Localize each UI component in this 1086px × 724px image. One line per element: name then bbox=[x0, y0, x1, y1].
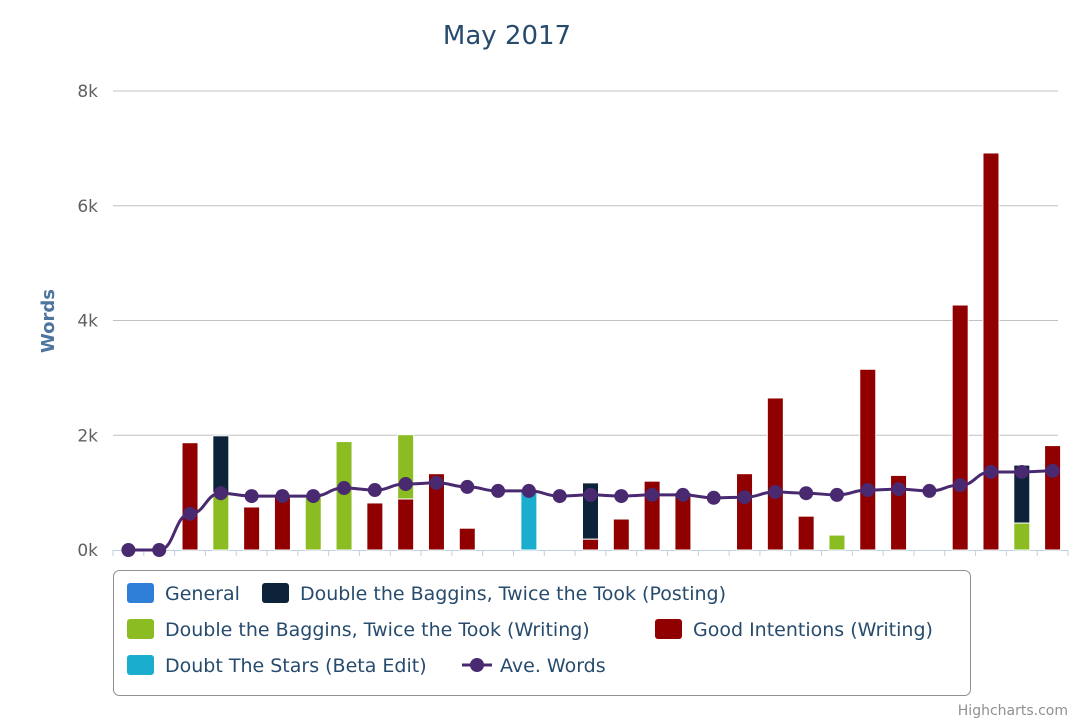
y-tick-label: 2k bbox=[77, 426, 98, 446]
bar[interactable] bbox=[797, 515, 815, 551]
average-point[interactable] bbox=[337, 481, 352, 496]
bar[interactable] bbox=[1044, 445, 1062, 551]
bar[interactable] bbox=[366, 502, 384, 551]
bar[interactable] bbox=[736, 473, 754, 551]
legend-item[interactable]: Double the Baggins, Twice the Took (Post… bbox=[262, 583, 726, 605]
bar[interactable] bbox=[304, 494, 322, 551]
legend-label: Double the Baggins, Twice the Took (Writ… bbox=[165, 619, 590, 641]
bar[interactable] bbox=[335, 441, 353, 551]
bar[interactable] bbox=[582, 538, 599, 551]
legend-label: Doubt The Stars (Beta Edit) bbox=[165, 655, 427, 677]
average-point[interactable] bbox=[367, 483, 382, 498]
average-point[interactable] bbox=[829, 487, 844, 502]
bar[interactable] bbox=[243, 506, 261, 551]
legend-color-swatch bbox=[262, 583, 289, 603]
legend-color-swatch bbox=[655, 619, 682, 639]
bar[interactable] bbox=[520, 490, 538, 551]
average-point[interactable] bbox=[768, 485, 783, 500]
average-point[interactable] bbox=[706, 490, 721, 505]
legend-box bbox=[113, 570, 971, 696]
average-point[interactable] bbox=[306, 489, 321, 504]
legend-item[interactable]: Double the Baggins, Twice the Took (Writ… bbox=[127, 619, 590, 641]
average-point[interactable] bbox=[152, 543, 167, 557]
average-point[interactable] bbox=[614, 489, 629, 504]
chart-title: May 2017 bbox=[443, 21, 571, 51]
bar[interactable] bbox=[273, 494, 291, 551]
bar[interactable] bbox=[181, 442, 199, 551]
bar[interactable] bbox=[766, 397, 784, 551]
average-point[interactable] bbox=[552, 489, 567, 504]
average-point[interactable] bbox=[460, 479, 475, 494]
bar[interactable] bbox=[458, 527, 476, 551]
legend-label: Double the Baggins, Twice the Took (Post… bbox=[300, 583, 726, 605]
average-point[interactable] bbox=[645, 487, 660, 502]
y-tick-label: 6k bbox=[77, 197, 98, 217]
legend-color-swatch bbox=[127, 583, 154, 603]
average-point[interactable] bbox=[521, 483, 536, 498]
average-point[interactable] bbox=[183, 506, 198, 521]
y-axis-label: Words bbox=[38, 289, 59, 353]
legend-label: Ave. Words bbox=[500, 655, 606, 677]
average-point[interactable] bbox=[799, 486, 814, 501]
bar[interactable] bbox=[828, 534, 846, 551]
legend-item[interactable]: Doubt The Stars (Beta Edit) bbox=[127, 655, 427, 677]
bar[interactable] bbox=[427, 473, 445, 551]
bar[interactable] bbox=[212, 435, 230, 494]
average-point[interactable] bbox=[860, 483, 875, 498]
average-point[interactable] bbox=[1014, 464, 1029, 479]
legend-color-swatch bbox=[127, 619, 154, 639]
average-point[interactable] bbox=[121, 543, 136, 557]
average-point[interactable] bbox=[737, 490, 752, 505]
legend-label: General bbox=[165, 583, 240, 605]
bar[interactable] bbox=[1013, 522, 1031, 551]
legend-item[interactable]: General bbox=[127, 583, 240, 605]
legend-label: Good Intentions (Writing) bbox=[693, 619, 933, 641]
average-point[interactable] bbox=[891, 482, 906, 497]
average-point[interactable] bbox=[1045, 463, 1060, 478]
bar[interactable] bbox=[982, 152, 1000, 551]
average-point[interactable] bbox=[429, 475, 444, 490]
y-tick-label: 8k bbox=[77, 82, 98, 102]
legend-color-swatch bbox=[127, 655, 154, 675]
average-point[interactable] bbox=[583, 487, 598, 502]
y-tick-label: 4k bbox=[77, 312, 98, 332]
bar[interactable] bbox=[212, 492, 230, 551]
average-point[interactable] bbox=[244, 489, 259, 504]
bar[interactable] bbox=[859, 368, 877, 551]
legend-item[interactable]: Good Intentions (Writing) bbox=[655, 619, 933, 641]
average-point[interactable] bbox=[953, 478, 968, 493]
legend-marker-icon bbox=[470, 658, 484, 672]
legend-item[interactable]: Ave. Words bbox=[462, 655, 606, 677]
average-point[interactable] bbox=[922, 483, 937, 498]
average-point[interactable] bbox=[491, 483, 506, 498]
bar[interactable] bbox=[612, 518, 630, 551]
highcharts-credit[interactable]: Highcharts.com bbox=[958, 703, 1068, 719]
average-point[interactable] bbox=[675, 487, 690, 502]
average-point[interactable] bbox=[983, 464, 998, 479]
average-point[interactable] bbox=[213, 486, 228, 501]
average-point[interactable] bbox=[398, 477, 413, 492]
y-tick-label: 0k bbox=[77, 541, 98, 561]
bar[interactable] bbox=[951, 304, 969, 551]
average-point[interactable] bbox=[275, 489, 290, 504]
bar[interactable] bbox=[397, 498, 415, 551]
